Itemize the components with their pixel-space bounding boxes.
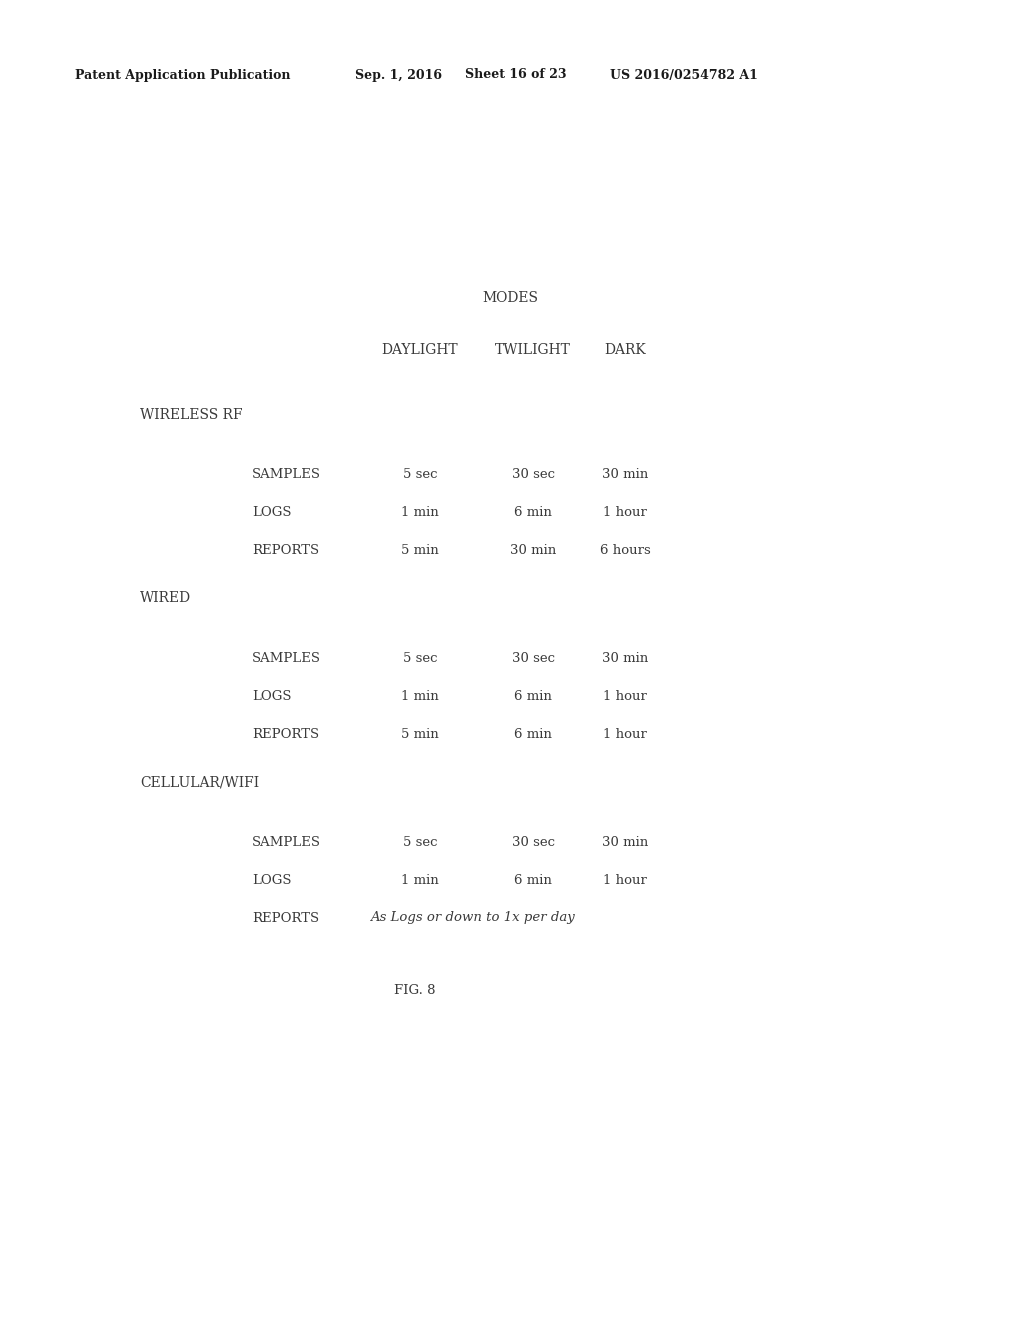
Text: LOGS: LOGS: [252, 689, 292, 702]
Text: 6 min: 6 min: [514, 727, 552, 741]
Text: 1 min: 1 min: [401, 507, 439, 520]
Text: 30 sec: 30 sec: [512, 836, 555, 849]
Text: US 2016/0254782 A1: US 2016/0254782 A1: [610, 69, 758, 82]
Text: CELLULAR/WIFI: CELLULAR/WIFI: [140, 775, 259, 789]
Text: WIRELESS RF: WIRELESS RF: [140, 408, 243, 422]
Text: LOGS: LOGS: [252, 874, 292, 887]
Text: Sep. 1, 2016: Sep. 1, 2016: [355, 69, 442, 82]
Text: LOGS: LOGS: [252, 507, 292, 520]
Text: 5 min: 5 min: [401, 544, 439, 557]
Text: 1 hour: 1 hour: [603, 507, 647, 520]
Text: 1 hour: 1 hour: [603, 727, 647, 741]
Text: DAYLIGHT: DAYLIGHT: [382, 343, 459, 356]
Text: 1 min: 1 min: [401, 874, 439, 887]
Text: 30 min: 30 min: [602, 469, 648, 482]
Text: 5 sec: 5 sec: [402, 652, 437, 664]
Text: 5 sec: 5 sec: [402, 836, 437, 849]
Text: FIG. 8: FIG. 8: [394, 983, 436, 997]
Text: 30 min: 30 min: [602, 836, 648, 849]
Text: WIRED: WIRED: [140, 591, 191, 605]
Text: REPORTS: REPORTS: [252, 912, 319, 924]
Text: 6 min: 6 min: [514, 689, 552, 702]
Text: SAMPLES: SAMPLES: [252, 652, 321, 664]
Text: TWILIGHT: TWILIGHT: [495, 343, 571, 356]
Text: 5 sec: 5 sec: [402, 469, 437, 482]
Text: 30 min: 30 min: [602, 652, 648, 664]
Text: 6 hours: 6 hours: [600, 544, 650, 557]
Text: 30 min: 30 min: [510, 544, 556, 557]
Text: 1 hour: 1 hour: [603, 874, 647, 887]
Text: MODES: MODES: [482, 290, 538, 305]
Text: Patent Application Publication: Patent Application Publication: [75, 69, 291, 82]
Text: 6 min: 6 min: [514, 507, 552, 520]
Text: SAMPLES: SAMPLES: [252, 469, 321, 482]
Text: 6 min: 6 min: [514, 874, 552, 887]
Text: 1 hour: 1 hour: [603, 689, 647, 702]
Text: SAMPLES: SAMPLES: [252, 836, 321, 849]
Text: REPORTS: REPORTS: [252, 544, 319, 557]
Text: REPORTS: REPORTS: [252, 727, 319, 741]
Text: 30 sec: 30 sec: [512, 652, 555, 664]
Text: Sheet 16 of 23: Sheet 16 of 23: [465, 69, 566, 82]
Text: 5 min: 5 min: [401, 727, 439, 741]
Text: DARK: DARK: [604, 343, 646, 356]
Text: As Logs or down to 1x per day: As Logs or down to 1x per day: [370, 912, 574, 924]
Text: 1 min: 1 min: [401, 689, 439, 702]
Text: 30 sec: 30 sec: [512, 469, 555, 482]
